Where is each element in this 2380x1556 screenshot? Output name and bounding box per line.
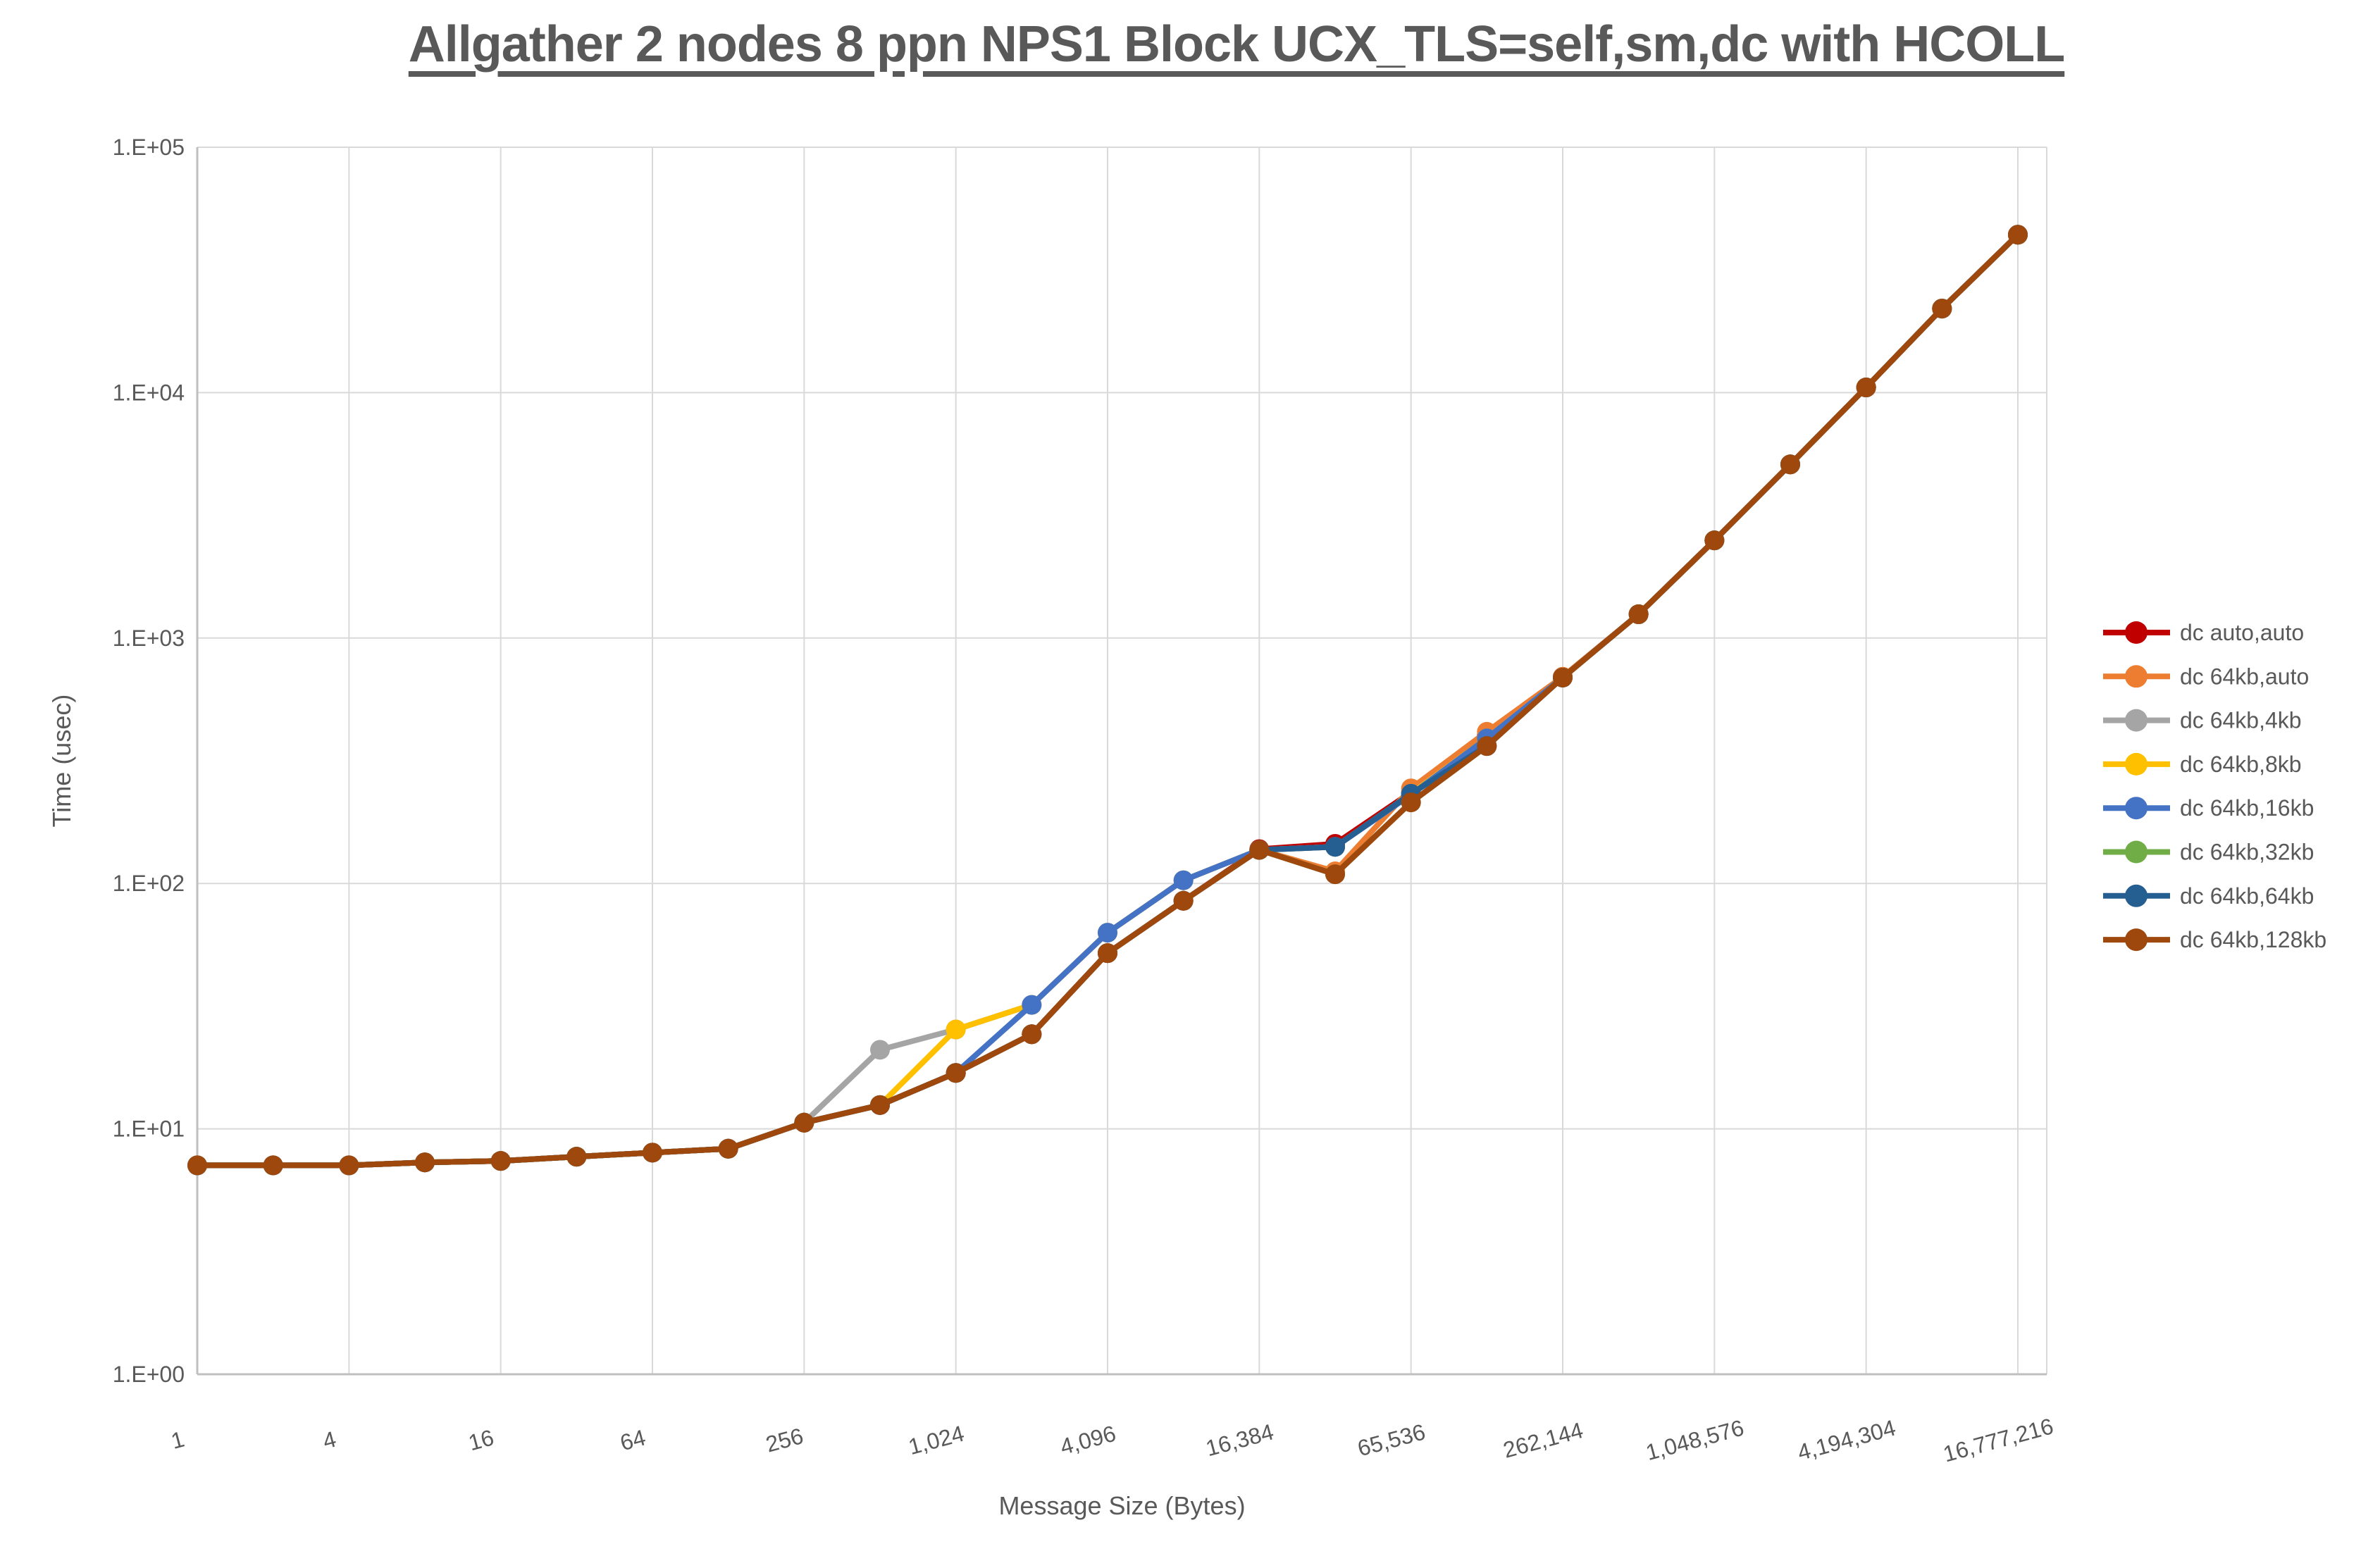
data-point-dc-64kb-128kb [187, 1155, 207, 1176]
legend-swatch-marker [2125, 752, 2147, 776]
chart-title: Allgather 2 nodes 8 ppn NPS1 Block UCX_T… [408, 16, 2065, 73]
y-tick-label: 1.E+03 [113, 625, 185, 651]
data-point-dc-64kb-128kb [870, 1095, 890, 1115]
x-tick-label: 4,194,304 [1795, 1415, 1898, 1466]
legend-swatch-marker [2125, 928, 2147, 952]
legend-item-label: dc 64kb,4kb [2180, 708, 2302, 733]
y-tick-label: 1.E+05 [113, 135, 185, 160]
x-tick-label: 65,536 [1355, 1419, 1428, 1461]
data-point-dc-64kb-128kb [1856, 378, 1876, 398]
legend-item-label: dc 64kb,32kb [2180, 840, 2314, 865]
legend-item-label: dc 64kb,auto [2180, 664, 2309, 689]
legend-item-label: dc 64kb,128kb [2180, 927, 2326, 952]
data-point-dc-64kb-128kb [1553, 667, 1573, 687]
legend: dc auto,auto dc 64kb,auto dc 64kb,4kb dc 64… [2103, 620, 2326, 952]
legend-item-dc-64kb-16kb: dc 64kb,16kb [2103, 795, 2314, 821]
legend-item-label: dc 64kb,16kb [2180, 795, 2314, 821]
x-tick-label: 16,384 [1203, 1419, 1277, 1461]
x-tick-label: 16 [466, 1424, 497, 1455]
data-point-dc-64kb-128kb [1477, 736, 1497, 757]
legend-item-dc-64kb-64kb: dc 64kb,64kb [2103, 883, 2314, 909]
x-tick-label: 16,777,216 [1940, 1413, 2056, 1467]
data-point-dc-64kb-128kb [1704, 530, 1725, 551]
data-point-dc-64kb-128kb [718, 1138, 738, 1159]
data-point-dc-64kb-128kb [1249, 840, 1270, 860]
legend-item-dc-64kb-4kb: dc 64kb,4kb [2103, 708, 2302, 733]
y-tick-label: 1.E+04 [113, 380, 185, 405]
data-point-dc-64kb-16kb [1022, 995, 1042, 1015]
x-axis-labels: 1 4 16 64 256 1,024 4,096 16,384 65,536 262,144 1,… [168, 1413, 2056, 1467]
data-point-dc-64kb-128kb [1098, 943, 1117, 964]
data-point-dc-64kb-128kb [490, 1151, 511, 1171]
data-point-dc-64kb-128kb [566, 1147, 587, 1167]
y-tick-label: 1.E+02 [113, 871, 185, 896]
legend-item-label: dc auto,auto [2180, 620, 2304, 645]
x-tick-label: 64 [617, 1424, 648, 1455]
x-tick-label: 1,048,576 [1643, 1415, 1747, 1466]
data-point-dc-64kb-128kb [1022, 1024, 1042, 1045]
data-point-dc-64kb-128kb [415, 1152, 435, 1173]
x-tick-label: 262,144 [1501, 1417, 1586, 1463]
data-point-dc-64kb-128kb [1173, 890, 1194, 911]
x-axis-title: Message Size (Bytes) [998, 1491, 1245, 1520]
legend-item-dc-auto-auto: dc auto,auto [2103, 620, 2304, 645]
x-tick-label: 4,096 [1058, 1421, 1119, 1459]
data-point-dc-64kb-64kb [1325, 837, 1345, 857]
data-point-dc-64kb-128kb [1780, 454, 1800, 475]
axes [196, 147, 2047, 1376]
x-tick-label: 256 [763, 1423, 806, 1457]
x-tick-label: 1 [168, 1426, 187, 1454]
data-point-dc-64kb-128kb [1628, 604, 1649, 625]
legend-swatch-marker [2125, 840, 2147, 864]
data-point-dc-64kb-128kb [2008, 225, 2028, 245]
data-point-dc-64kb-128kb [1325, 864, 1345, 885]
data-point-dc-64kb-128kb [794, 1112, 814, 1133]
data-point-dc-64kb-128kb [1932, 299, 1952, 319]
gridlines [197, 147, 2047, 1375]
data-point-dc-64kb-128kb [643, 1143, 662, 1163]
x-tick-label: 4 [320, 1426, 339, 1454]
legend-swatch-marker [2125, 709, 2147, 732]
legend-item-dc-64kb-128kb: dc 64kb,128kb [2103, 927, 2326, 952]
legend-item-dc-64kb-32kb: dc 64kb,32kb [2103, 840, 2314, 865]
data-point-dc-64kb-16kb [1098, 923, 1117, 943]
data-point-dc-64kb-128kb [339, 1155, 359, 1176]
series-dc-64kb-128kb [187, 225, 2028, 1176]
y-tick-label: 1.E+01 [113, 1116, 185, 1142]
legend-swatch-marker [2125, 797, 2147, 820]
legend-item-label: dc 64kb,64kb [2180, 883, 2314, 909]
y-axis-title: Time (usec) [47, 695, 76, 828]
x-tick-label: 1,024 [905, 1421, 967, 1459]
data-point-dc-64kb-16kb [1173, 870, 1194, 890]
data-point-dc-64kb-8kb [946, 1019, 966, 1040]
legend-swatch-marker [2125, 621, 2147, 644]
legend-swatch-marker [2125, 884, 2147, 907]
data-point-dc-64kb-4kb [870, 1040, 890, 1060]
y-axis-labels: 1.E+00 1.E+01 1.E+02 1.E+03 1.E+04 1.E+05 [113, 135, 185, 1387]
y-tick-label: 1.E+00 [113, 1362, 185, 1387]
legend-item-dc-64kb-auto: dc 64kb,auto [2103, 664, 2309, 689]
data-point-dc-64kb-128kb [1401, 792, 1421, 813]
data-point-dc-64kb-128kb [946, 1063, 966, 1083]
data-point-dc-64kb-128kb [263, 1155, 283, 1176]
legend-swatch-marker [2125, 665, 2147, 688]
legend-item-dc-64kb-8kb: dc 64kb,8kb [2103, 752, 2302, 777]
legend-item-label: dc 64kb,8kb [2180, 752, 2302, 777]
